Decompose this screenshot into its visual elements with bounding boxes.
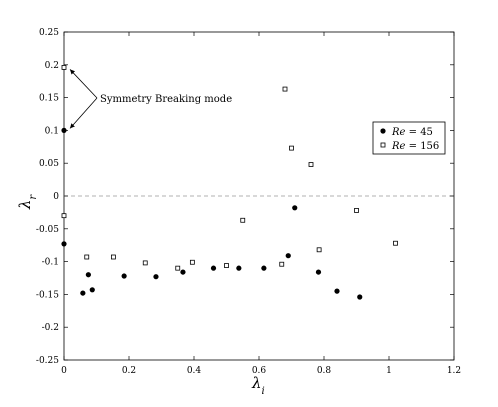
point-re156 <box>142 260 148 266</box>
x-tick-label: 1 <box>386 366 392 376</box>
point-re45 <box>85 272 91 278</box>
point-re45 <box>285 253 291 259</box>
y-tick-labels: -0.25 -0.2 -0.15 -0.1 -0.05 0 0.05 0.1 0.15 0.2 0.… <box>36 28 59 366</box>
point-re156 <box>61 213 67 219</box>
point-re156 <box>354 208 359 213</box>
legend-label-re156-var: Re <box>391 141 406 152</box>
point-re156 <box>316 247 322 253</box>
annotation-text: Symmetry Breaking mode <box>100 94 232 105</box>
legend-label-re156: Re = 156 <box>391 141 439 152</box>
x-tick-label: 0 <box>61 366 67 376</box>
point-re45 <box>357 294 363 300</box>
y-axis-label: λr <box>16 194 39 211</box>
y-tick-label: 0.05 <box>39 159 59 169</box>
x-axis-label-sub: i <box>262 386 265 397</box>
legend-marker-re156 <box>380 142 386 148</box>
annotation-arrow <box>69 97 98 129</box>
y-tick-label: 0.1 <box>45 126 59 136</box>
point-re156 <box>240 217 246 223</box>
point-re45 <box>121 273 127 279</box>
point-re45 <box>153 274 159 280</box>
y-tick-label: -0.2 <box>42 323 59 333</box>
data-points <box>61 65 398 300</box>
point-re45 <box>261 265 267 271</box>
y-tick-label: -0.1 <box>42 258 59 268</box>
y-axis-label-symbol: λ <box>16 200 34 211</box>
legend-label-re45-var: Re <box>391 127 406 138</box>
point-re156 <box>111 254 116 260</box>
y-tick-label: 0.25 <box>39 28 59 38</box>
point-re45 <box>292 205 298 211</box>
point-re45 <box>210 265 217 271</box>
y-axis-label-sub: r <box>28 194 39 200</box>
y-tick-label: -0.25 <box>36 356 59 366</box>
point-re156 <box>393 240 398 246</box>
point-re156 <box>289 145 294 151</box>
y-tick-label: 0.15 <box>39 94 59 104</box>
annotation: Symmetry Breaking mode <box>69 69 232 129</box>
x-tick-label: 0.8 <box>317 366 332 376</box>
legend: Re = 45 Re = 156 <box>372 121 446 155</box>
x-tick-label: 0.2 <box>122 366 136 376</box>
legend-label-re156-rest: = 156 <box>405 141 439 152</box>
point-re45 <box>180 269 186 275</box>
axis-ticks <box>63 31 455 361</box>
point-re45 <box>315 269 322 275</box>
point-re45 <box>236 265 242 271</box>
legend-box <box>372 121 446 155</box>
x-tick-label: 0.4 <box>187 366 202 376</box>
point-re156 <box>282 86 288 92</box>
annotation-arrows <box>69 69 98 129</box>
point-re45 <box>61 127 67 133</box>
annotation-arrow <box>69 69 98 99</box>
point-re156 <box>175 265 181 271</box>
point-re45 <box>89 287 95 293</box>
point-re156 <box>84 254 90 260</box>
y-tick-label: 0.2 <box>45 61 59 71</box>
x-tick-label: 0.6 <box>252 366 267 376</box>
point-re156 <box>279 261 285 267</box>
point-re45 <box>80 290 86 296</box>
point-re45 <box>61 241 67 247</box>
legend-label-re45: Re = 45 <box>391 127 433 138</box>
y-tick-label: -0.05 <box>36 225 59 235</box>
x-tick-label: 1.2 <box>447 366 461 376</box>
point-re45 <box>334 288 340 294</box>
legend-marker-re45 <box>380 128 386 134</box>
point-re156 <box>61 65 67 70</box>
y-tick-label: -0.15 <box>36 290 59 300</box>
point-re156 <box>189 259 195 265</box>
x-axis-label: λi <box>251 374 265 397</box>
y-tick-label: 0 <box>53 192 59 202</box>
legend-label-re45-rest: = 45 <box>405 127 432 138</box>
point-re156 <box>308 162 314 167</box>
x-tick-labels: 0 0.2 0.4 0.6 0.8 1 1.2 <box>61 366 461 376</box>
point-re156 <box>224 263 229 268</box>
x-axis-label-symbol: λ <box>251 374 262 392</box>
